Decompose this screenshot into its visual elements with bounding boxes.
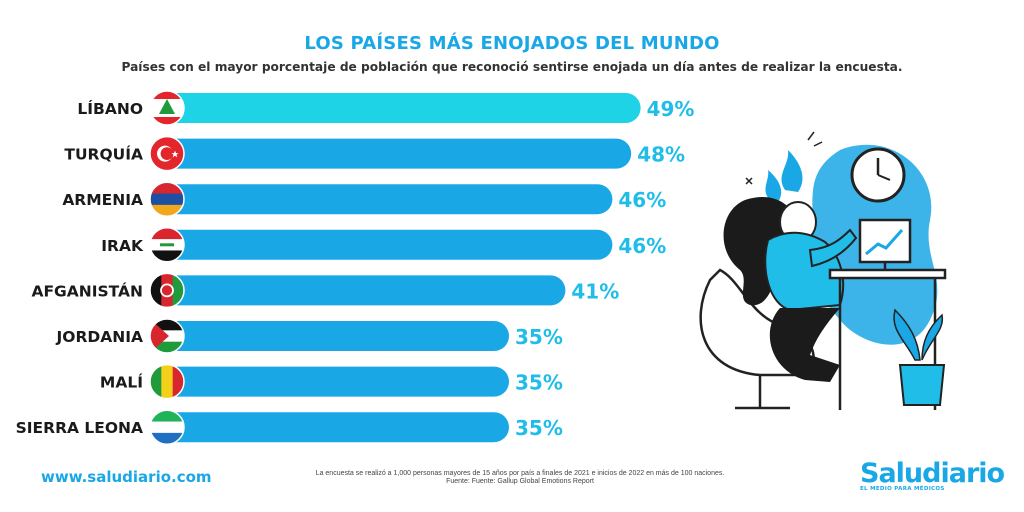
- category-label: ARMENIA: [62, 191, 143, 209]
- chart-row: SIERRA LEONA 35%: [16, 409, 563, 445]
- chart-row: IRAK 46%: [101, 227, 666, 263]
- category-label: TURQUÍA: [64, 145, 143, 164]
- website-link[interactable]: www.saludiario.com: [41, 468, 212, 486]
- bar-sierra-leona: [155, 412, 509, 443]
- bar-líbano: [155, 93, 641, 123]
- value-label: 49%: [647, 97, 695, 121]
- chart-row: AFGANISTÁN 41%: [31, 272, 619, 309]
- source-note: Fuente: Fuente: Gallup Global Emotions R…: [446, 478, 594, 485]
- iraq-flag-icon: [149, 227, 185, 263]
- brand-tagline: EL MEDIO PARA MÉDICOS: [860, 486, 945, 492]
- bar-chart: LÍBANO 49% TURQUÍA 48% ARMENIA 46% IRAK 46% AFGA…: [16, 90, 695, 445]
- value-label: 41%: [571, 279, 619, 303]
- bar-afganistán: [155, 275, 566, 306]
- angry-woman-at-desk-illustration: [699, 131, 947, 410]
- chart-title: LOS PAÍSES MÁS ENOJADOS DEL MUNDO: [304, 33, 720, 54]
- category-label: MALÍ: [100, 373, 143, 392]
- bar-irak: [155, 229, 613, 260]
- chart-row: LÍBANO 49%: [77, 90, 695, 126]
- bar-turquía: [155, 138, 632, 169]
- chart-row: TURQUÍA 48%: [64, 135, 685, 172]
- bar-malí: [155, 366, 509, 397]
- survey-note: La encuesta se realizó a 1,000 personas …: [315, 470, 725, 477]
- category-label: JORDANIA: [56, 328, 143, 346]
- mali-flag-icon: [149, 363, 185, 400]
- lebanon-flag-icon: [149, 90, 185, 126]
- value-label: 46%: [618, 188, 666, 212]
- saludiario-logo: Saludiario: [860, 458, 1005, 489]
- value-label: 35%: [515, 325, 563, 349]
- chart-row: JORDANIA 35%: [56, 318, 563, 354]
- turkey-flag-icon: [149, 135, 185, 172]
- chart-row: ARMENIA 46%: [62, 181, 666, 217]
- armenia-flag-icon: [149, 181, 185, 217]
- category-label: LÍBANO: [77, 99, 143, 118]
- sierra-leone-flag-icon: [149, 409, 185, 445]
- category-label: IRAK: [101, 237, 144, 255]
- afghanistan-flag-icon: [149, 272, 185, 309]
- jordan-flag-icon: [149, 318, 185, 354]
- value-label: 35%: [515, 416, 563, 440]
- value-label: 48%: [637, 143, 685, 167]
- value-label: 46%: [618, 234, 666, 258]
- value-label: 35%: [515, 371, 563, 395]
- category-label: SIERRA LEONA: [16, 419, 143, 437]
- bar-armenia: [155, 184, 613, 215]
- chart-row: MALÍ 35%: [100, 363, 563, 400]
- bar-jordania: [155, 321, 509, 351]
- chart-subtitle: Países con el mayor porcentaje de poblac…: [121, 60, 903, 74]
- category-label: AFGANISTÁN: [31, 281, 143, 300]
